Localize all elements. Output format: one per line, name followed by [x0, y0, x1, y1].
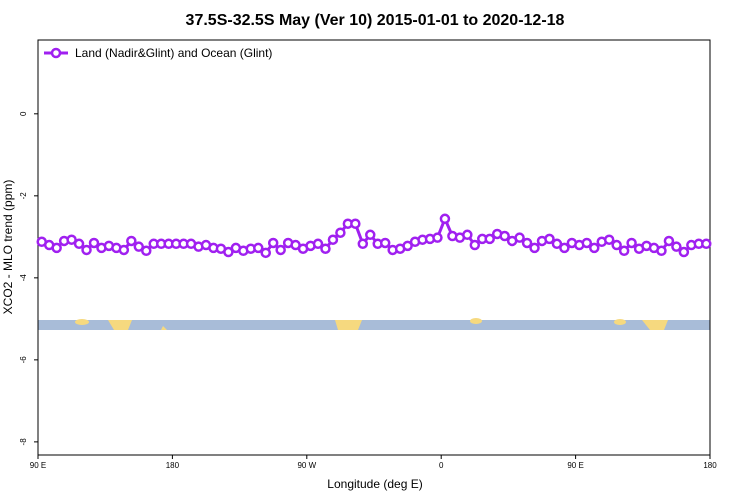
point — [581, 237, 593, 249]
point — [275, 244, 286, 256]
point — [439, 213, 451, 225]
point — [223, 246, 234, 258]
point — [626, 237, 637, 249]
point — [66, 234, 77, 245]
point — [462, 229, 473, 241]
chart-title: 37.5S-32.5S May (Ver 10) 2015-01-01 to 2… — [186, 12, 565, 29]
point — [559, 242, 570, 254]
point — [544, 233, 555, 245]
point — [260, 247, 271, 259]
point — [365, 229, 376, 241]
y-tick-label: -8 — [19, 438, 28, 446]
point — [529, 242, 540, 254]
point — [267, 237, 279, 249]
x-tick-label: 90 E — [567, 461, 583, 470]
point — [589, 242, 600, 254]
point — [126, 235, 137, 247]
point — [611, 239, 622, 251]
point — [357, 238, 369, 250]
point — [402, 240, 413, 252]
point — [379, 237, 391, 249]
point — [701, 238, 712, 250]
point — [671, 241, 682, 252]
y-tick-label: -4 — [19, 274, 28, 282]
x-tick-label: 0 — [439, 461, 444, 470]
x-axis-label: Longitude (deg E) — [327, 477, 422, 491]
point — [656, 245, 667, 257]
point — [603, 234, 615, 245]
y-tick-label: -6 — [19, 356, 28, 364]
point — [51, 242, 62, 254]
legend-marker — [50, 47, 62, 59]
point — [514, 232, 525, 243]
x-tick-label: 90 E — [30, 461, 46, 470]
point — [678, 246, 690, 258]
y-tick-label: -2 — [19, 192, 28, 200]
point — [551, 238, 563, 250]
point — [141, 245, 152, 257]
point — [469, 239, 481, 251]
point — [312, 238, 324, 250]
point — [484, 233, 495, 245]
legend-label: Land (Nadir&Glint) and Ocean (Glint) — [75, 46, 272, 60]
point — [73, 238, 85, 250]
point — [133, 241, 145, 252]
point — [499, 230, 510, 242]
point — [335, 227, 346, 238]
y-axis-label: XCO2 - MLO trend (ppm) — [1, 180, 15, 315]
x-tick-label: 90 W — [297, 461, 316, 470]
point — [81, 244, 92, 256]
point — [521, 237, 533, 249]
x-tick-label: 180 — [703, 461, 717, 470]
y-tick-label: 0 — [19, 111, 28, 116]
point — [88, 237, 100, 249]
point — [618, 245, 630, 257]
point — [320, 243, 331, 254]
point — [350, 218, 361, 229]
point — [253, 242, 264, 254]
point — [663, 235, 675, 247]
x-tick-label: 180 — [166, 461, 180, 470]
map-strip — [38, 318, 710, 330]
point — [118, 244, 130, 256]
point — [327, 234, 339, 245]
point — [432, 232, 443, 243]
